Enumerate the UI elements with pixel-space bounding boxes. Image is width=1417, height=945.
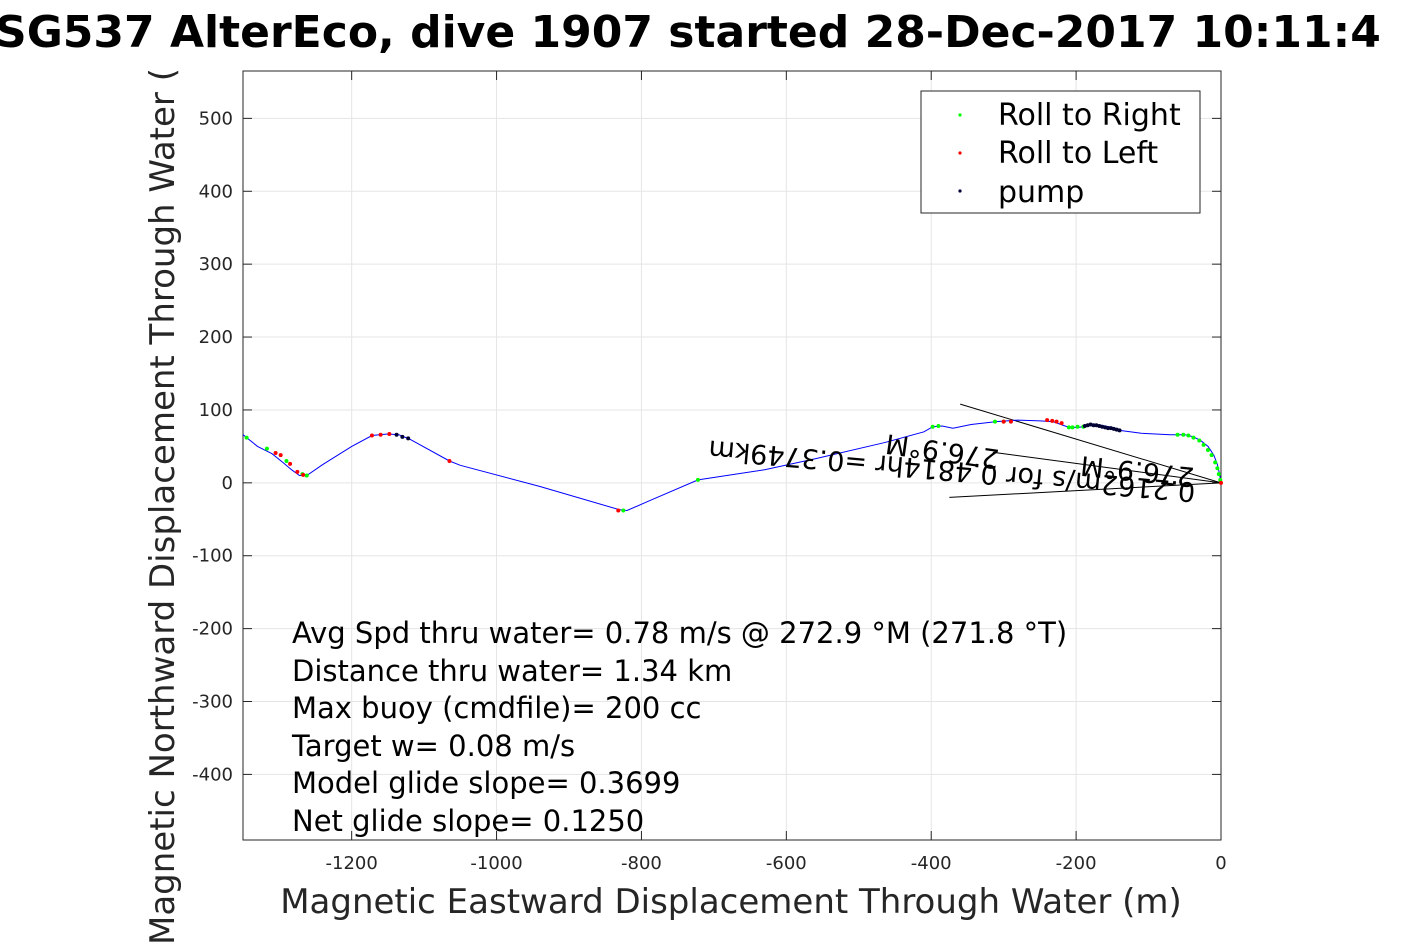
x-tick-label: -200 <box>1056 853 1097 874</box>
marker-pump <box>1091 423 1096 428</box>
marker-roll-to-left <box>1045 418 1050 423</box>
stat-max-buoy: Max buoy (cmdfile)= 200 cc <box>292 691 701 725</box>
marker-pump <box>400 434 405 439</box>
marker-roll-to-right <box>1181 432 1186 437</box>
marker-roll-to-right <box>1209 453 1214 458</box>
marker-roll-to-left <box>447 458 452 463</box>
x-tick-label: 0 <box>1215 853 1226 874</box>
marker-pump <box>1117 428 1122 433</box>
y-tick-label: 500 <box>199 108 233 129</box>
reference-lines <box>949 403 1222 498</box>
data-markers <box>244 418 1223 513</box>
marker-roll-to-left <box>369 433 374 438</box>
marker-roll-to-right <box>1066 425 1071 430</box>
y-axis-label: Magnetic Northward Displacement Through … <box>143 68 183 945</box>
marker-roll-to-left <box>288 461 293 466</box>
marker-roll-to-right <box>936 423 941 428</box>
marker-roll-to-right <box>264 446 269 451</box>
y-tick-label: 400 <box>199 181 233 202</box>
marker-roll-to-right <box>1191 435 1196 440</box>
reference-line <box>960 403 1222 484</box>
x-axis-label: Magnetic Eastward Displacement Through W… <box>280 882 1182 922</box>
y-tick-label: 0 <box>222 473 233 494</box>
marker-roll-to-right <box>1201 442 1206 447</box>
stat-net-glide: Net glide slope= 0.1250 <box>292 804 644 838</box>
plot-content <box>242 403 1223 513</box>
legend-label-roll-right: Roll to Right <box>998 98 1181 133</box>
marker-roll-to-right <box>304 473 309 478</box>
y-tick-label: 300 <box>199 254 233 275</box>
marker-roll-to-right <box>1197 438 1202 443</box>
marker-pump <box>1105 426 1110 431</box>
legend-box <box>920 90 1201 214</box>
legend-label-roll-left: Roll to Left <box>998 136 1158 171</box>
y-tick-label: -100 <box>192 546 233 567</box>
marker-roll-to-right <box>244 435 249 440</box>
chart-title: SG537 AlterEco, dive 1907 started 28-Dec… <box>0 7 1381 58</box>
marker-roll-to-right <box>1213 460 1218 465</box>
marker-roll-to-right <box>1215 466 1220 471</box>
marker-roll-to-right <box>695 477 700 482</box>
x-tick-label: -1000 <box>470 853 522 874</box>
marker-roll-to-right <box>1070 425 1075 430</box>
x-tick-label: -600 <box>766 853 807 874</box>
legend-marker-pump <box>958 189 962 193</box>
x-tick-label: -800 <box>621 853 662 874</box>
marker-roll-to-left <box>273 450 278 455</box>
marker-roll-to-right <box>1205 448 1210 453</box>
dive-stats: Avg Spd thru water= 0.78 m/s @ 272.9 °M … <box>291 616 1067 838</box>
stat-model-glide: Model glide slope= 0.3699 <box>292 766 680 800</box>
y-tick-label: 100 <box>199 400 233 421</box>
marker-roll-to-right <box>284 458 289 463</box>
y-tick-label: 200 <box>199 327 233 348</box>
marker-roll-to-left <box>1001 419 1006 424</box>
marker-roll-to-right <box>930 424 935 429</box>
marker-roll-to-left <box>1054 419 1059 424</box>
marker-pump <box>406 436 411 441</box>
reference-line <box>949 482 1222 498</box>
legend-marker-roll-left <box>958 151 962 155</box>
y-tick-label: -200 <box>192 619 233 640</box>
marker-roll-to-left <box>1008 419 1013 424</box>
legend-marker-roll-right <box>958 113 962 117</box>
reference-line <box>992 451 1222 484</box>
y-axis-ticks: -400 -300 -200 -100 0 100 200 300 400 500 <box>192 108 1221 785</box>
x-tick-label: -400 <box>911 853 952 874</box>
marker-roll-to-left <box>295 469 300 474</box>
marker-roll-to-right <box>992 419 997 424</box>
velocity-annotations: 0.2162m/s for 0.4814hr =0.3749km 276.9°M… <box>707 427 1196 507</box>
marker-roll-to-left <box>378 432 383 437</box>
stat-target-w: Target w= 0.08 m/s <box>291 729 575 763</box>
marker-roll-to-left <box>1050 418 1055 423</box>
x-tick-label: -1200 <box>326 853 378 874</box>
marker-roll-to-left <box>1219 480 1223 485</box>
legend-label-pump: pump <box>998 175 1084 210</box>
marker-roll-to-left <box>387 431 392 436</box>
legend: Roll to Right Roll to Left pump <box>920 90 1201 214</box>
plot-area-frame <box>242 70 1222 841</box>
track-line <box>242 419 1222 512</box>
marker-roll-to-left <box>1059 421 1064 426</box>
x-axis-ticks: -1200 -1000 -800 -600 -400 -200 0 <box>326 71 1227 874</box>
marker-pump <box>394 432 399 437</box>
stat-avg-speed: Avg Spd thru water= 0.78 m/s @ 272.9 °M … <box>292 616 1067 650</box>
marker-roll-to-right <box>1175 432 1180 437</box>
marker-roll-to-right <box>1186 433 1191 438</box>
marker-roll-to-right <box>621 508 626 513</box>
marker-roll-to-right <box>1216 472 1221 477</box>
stat-distance: Distance thru water= 1.34 km <box>292 654 732 688</box>
y-tick-label: -400 <box>192 764 233 785</box>
marker-roll-to-left <box>301 472 306 477</box>
marker-roll-to-right <box>1075 424 1080 429</box>
marker-roll-to-left <box>616 508 621 513</box>
marker-roll-to-left <box>278 453 283 458</box>
y-tick-label: -300 <box>192 692 233 713</box>
